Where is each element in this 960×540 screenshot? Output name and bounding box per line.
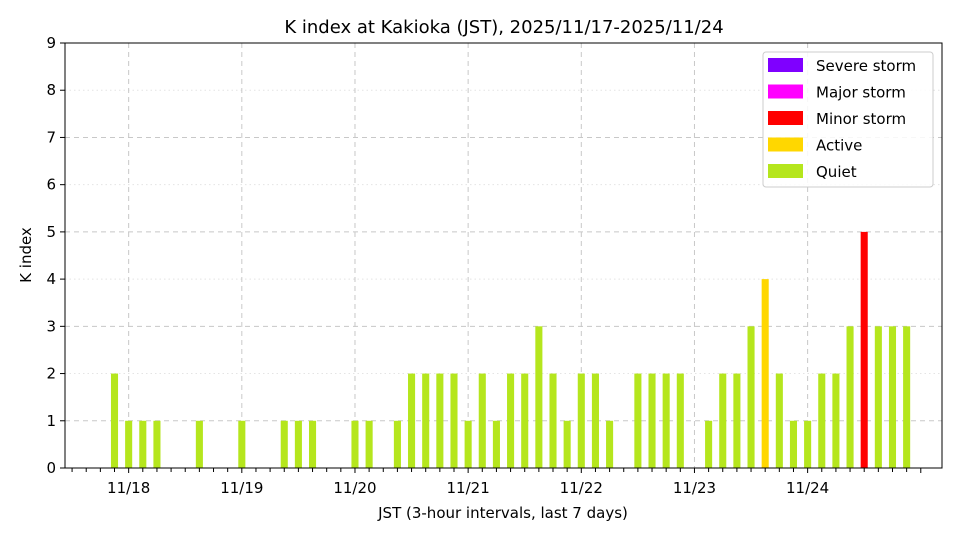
x-tick-label: 11/18 [107, 479, 150, 497]
k-index-bar [365, 420, 373, 468]
x-tick-label: 11/20 [333, 479, 376, 497]
y-tick-label: 6 [46, 176, 56, 194]
k-index-bar [125, 420, 133, 468]
k-index-bar [846, 326, 854, 468]
k-index-bar [408, 373, 416, 468]
k-index-bar [492, 420, 500, 468]
k-index-bar [535, 326, 543, 468]
y-tick-label: 7 [46, 128, 56, 146]
k-index-bar [662, 373, 670, 468]
k-index-bar [648, 373, 656, 468]
k-index-bar [422, 373, 430, 468]
k-index-bar [832, 373, 840, 468]
k-index-bar [280, 420, 288, 468]
y-tick-label: 2 [46, 365, 56, 383]
x-tick-label: 11/22 [560, 479, 603, 497]
legend-swatch [768, 164, 803, 178]
x-tick-label: 11/23 [673, 479, 716, 497]
legend-swatch [768, 84, 803, 99]
k-index-bar [705, 420, 713, 468]
k-index-bar [478, 373, 486, 468]
k-index-bar [818, 373, 826, 468]
legend-swatch [768, 111, 803, 125]
x-axis: 11/18 11/19 11/20 11/21 11/22 11/23 11/24 [71, 468, 922, 497]
legend-label: Minor storm [816, 110, 906, 128]
k-index-bar [351, 420, 359, 468]
k-index-bar [804, 420, 812, 468]
k-index-bar [393, 420, 401, 468]
plot-frame [64, 42, 943, 469]
k-index-bar [521, 373, 529, 468]
y-tick-label: 5 [46, 223, 56, 241]
k-index-bar [888, 326, 897, 468]
x-tick-label: 11/24 [786, 479, 829, 497]
x-tick-label: 11/19 [220, 479, 263, 497]
k-index-bar [606, 420, 614, 468]
k-index-bar [450, 373, 458, 468]
legend-swatch [768, 137, 803, 152]
y-tick-label: 1 [46, 412, 56, 430]
bars-layer [110, 231, 911, 468]
k-index-bar [238, 420, 246, 468]
legend: Severe storm Major storm Minor storm Active… [762, 51, 934, 188]
y-tick-label: 4 [46, 270, 56, 288]
y-tick-label: 9 [46, 34, 56, 52]
legend-box [762, 51, 934, 188]
k-index-bar [294, 420, 302, 468]
k-index-bar [110, 373, 119, 468]
k-index-bar [719, 373, 727, 468]
k-index-bar [789, 420, 798, 468]
k-index-bar [874, 326, 882, 468]
legend-label: Quiet [816, 163, 857, 181]
y-axis-label: K index [17, 227, 35, 283]
k-index-bar [634, 373, 642, 468]
chart-title: K index at Kakioka (JST), 2025/11/17-202… [284, 17, 723, 38]
x-axis-label: JST (3-hour intervals, last 7 days) [377, 504, 628, 522]
y-axis: 0 1 2 3 4 5 6 7 8 9 [46, 34, 65, 477]
x-tick-label: 11/21 [447, 479, 490, 497]
k-index-bar [747, 326, 755, 468]
k-index-bar [153, 420, 161, 468]
k-index-bar [309, 420, 317, 468]
k-index-bar [903, 326, 911, 468]
k-index-bar [563, 420, 571, 468]
k-index-bar [860, 231, 868, 468]
legend-swatch [768, 58, 803, 72]
k-index-bar [761, 279, 769, 468]
k-index-bar [733, 373, 741, 468]
k-index-bar [577, 373, 585, 468]
legend-label: Major storm [816, 84, 906, 102]
k-index-bar [139, 420, 147, 468]
k-index-bar [775, 373, 783, 468]
k-index-bar [436, 373, 444, 468]
k-index-bar [549, 373, 557, 468]
k-index-bar [591, 373, 599, 468]
y-tick-label: 8 [46, 81, 56, 99]
k-index-bar [195, 420, 203, 468]
y-tick-label: 0 [46, 459, 56, 477]
k-index-bar [676, 373, 684, 468]
legend-label: Active [816, 137, 862, 155]
k-index-bar [507, 373, 515, 468]
k-index-bar [464, 420, 472, 468]
legend-label: Severe storm [816, 57, 916, 75]
y-tick-label: 3 [46, 317, 56, 335]
